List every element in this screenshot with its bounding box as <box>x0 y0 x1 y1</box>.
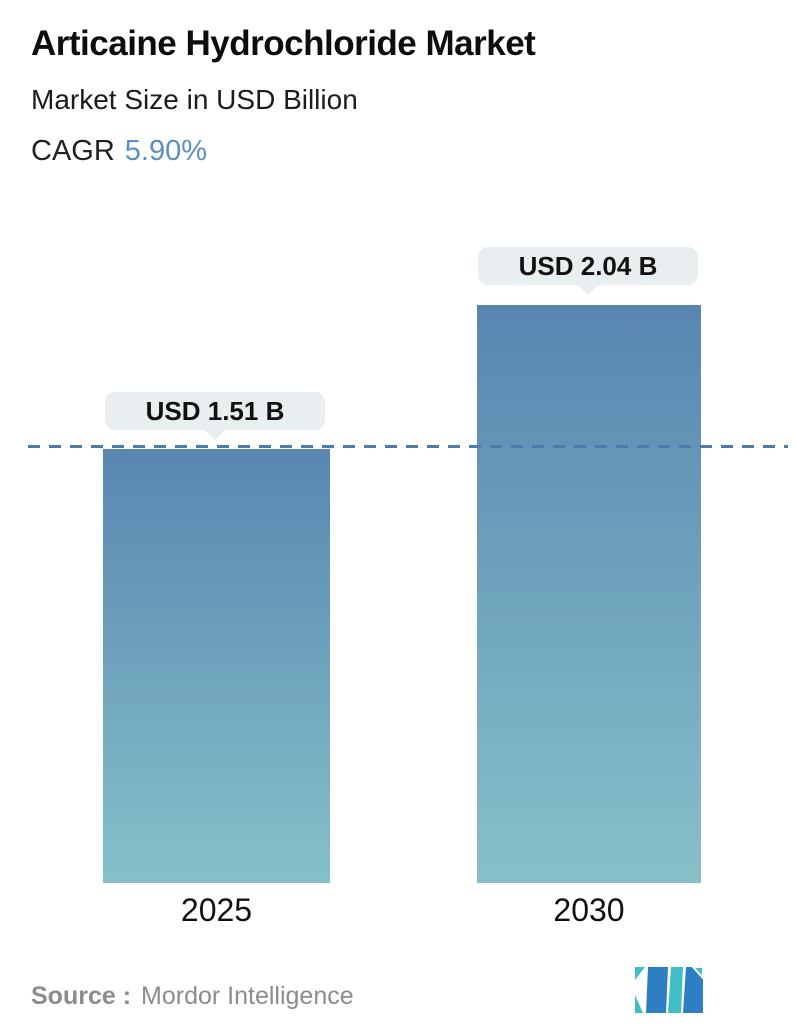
reference-dashed-line <box>28 445 788 448</box>
chart-title: Articaine Hydrochloride Market <box>31 24 536 63</box>
source-row: Source : Mordor Intelligence <box>31 982 354 1011</box>
chart-subtitle: Market Size in USD Billion <box>31 84 358 115</box>
x-axis-label-2025: 2025 <box>180 892 253 928</box>
cagr-row: CAGR 5.90% <box>31 135 207 168</box>
callout-tail-icon <box>577 284 599 295</box>
value-label-2025: USD 1.51 B <box>145 395 285 426</box>
callout-tail-icon <box>204 429 226 440</box>
cagr-label: CAGR <box>31 135 115 167</box>
value-callout-2030: USD 2.04 B <box>478 247 698 295</box>
source-text: Mordor Intelligence <box>141 982 354 1010</box>
cagr-value: 5.90% <box>124 135 208 167</box>
value-callout-2025: USD 1.51 B <box>105 392 325 440</box>
mordor-intelligence-logo <box>635 967 703 1013</box>
source-label: Source : <box>31 982 132 1010</box>
bar-2030 <box>477 305 701 883</box>
x-axis-label-2030: 2030 <box>553 892 625 928</box>
bar-2025 <box>103 449 330 883</box>
value-label-2030: USD 2.04 B <box>518 250 658 281</box>
